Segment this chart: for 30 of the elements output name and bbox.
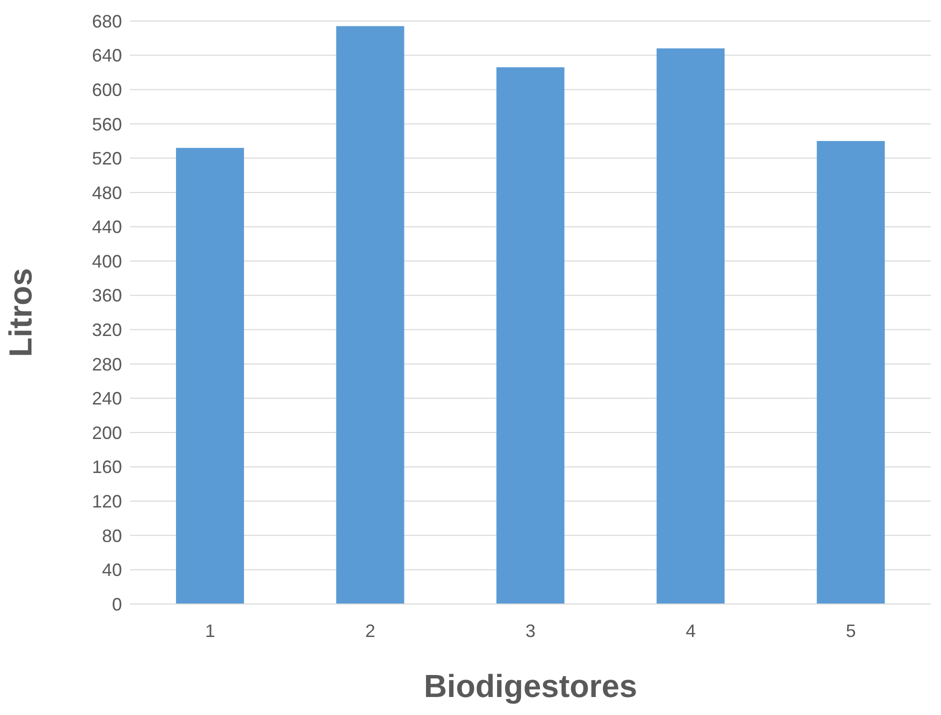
y-tick-label: 200 xyxy=(92,422,122,443)
x-tick-label: 2 xyxy=(365,620,376,641)
y-tick-label: 360 xyxy=(92,286,122,306)
bar xyxy=(656,48,725,604)
x-tick-label: 3 xyxy=(525,620,536,641)
y-tick-label: 160 xyxy=(92,457,122,478)
y-tick-label: 400 xyxy=(92,251,122,272)
y-tick-label: 560 xyxy=(92,114,122,134)
x-tick-label: 4 xyxy=(686,620,696,641)
y-tick-label: 600 xyxy=(92,80,122,100)
y-tick-label: 80 xyxy=(102,526,122,546)
x-tick-label: 1 xyxy=(205,620,216,641)
bar xyxy=(816,141,885,604)
y-tick-label: 240 xyxy=(92,388,122,409)
y-tick-label: 320 xyxy=(92,320,122,340)
x-tick-label: 5 xyxy=(846,620,856,641)
y-tick-label: 440 xyxy=(92,217,122,238)
bar xyxy=(496,67,564,604)
y-tick-label: 0 xyxy=(112,594,122,614)
bar xyxy=(176,148,244,604)
y-axis-title: Litros xyxy=(2,268,38,357)
x-axis-title: Biodigestores xyxy=(424,668,638,704)
y-tick-label: 640 xyxy=(92,46,122,66)
bar xyxy=(336,26,404,604)
y-tick-label: 120 xyxy=(92,492,122,512)
y-tick-label: 280 xyxy=(92,354,122,374)
y-tick-label: 480 xyxy=(92,182,122,203)
y-tick-label: 520 xyxy=(92,148,122,169)
y-tick-label: 40 xyxy=(102,560,122,580)
y-tick-label: 680 xyxy=(92,11,122,32)
